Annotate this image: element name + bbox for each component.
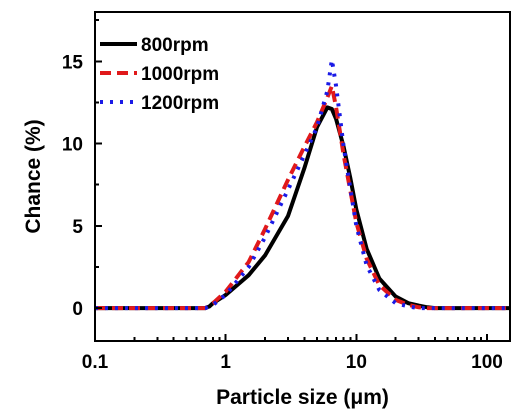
series-line-1000rpm (95, 84, 510, 311)
series-line-800rpm (95, 105, 510, 311)
legend-label-800rpm: 800rpm (141, 35, 209, 56)
y-tick-label: 10 (62, 135, 83, 156)
x-tick-label: 100 (471, 352, 503, 373)
x-tick-label: 10 (346, 352, 367, 373)
x-axis-title: Particle size (μm) (216, 386, 389, 409)
y-tick-label: 0 (72, 299, 83, 320)
legend: 800rpm 1000rpm 1200rpm (100, 35, 219, 114)
ticks-layer: 0.1 1 10 100 0 5 10 15 (62, 19, 503, 373)
series-line-1200rpm (95, 57, 510, 311)
x-tick-label: 0.1 (82, 352, 109, 373)
x-tick-label: 1 (220, 352, 231, 373)
y-axis-title: Chance (%) (22, 119, 45, 233)
y-tick-label: 15 (62, 52, 84, 73)
legend-label-1000rpm: 1000rpm (141, 64, 219, 85)
y-tick-label: 5 (72, 217, 83, 238)
legend-label-1200rpm: 1200rpm (141, 93, 219, 114)
plot-frame (94, 11, 511, 342)
series-layer (95, 57, 510, 311)
